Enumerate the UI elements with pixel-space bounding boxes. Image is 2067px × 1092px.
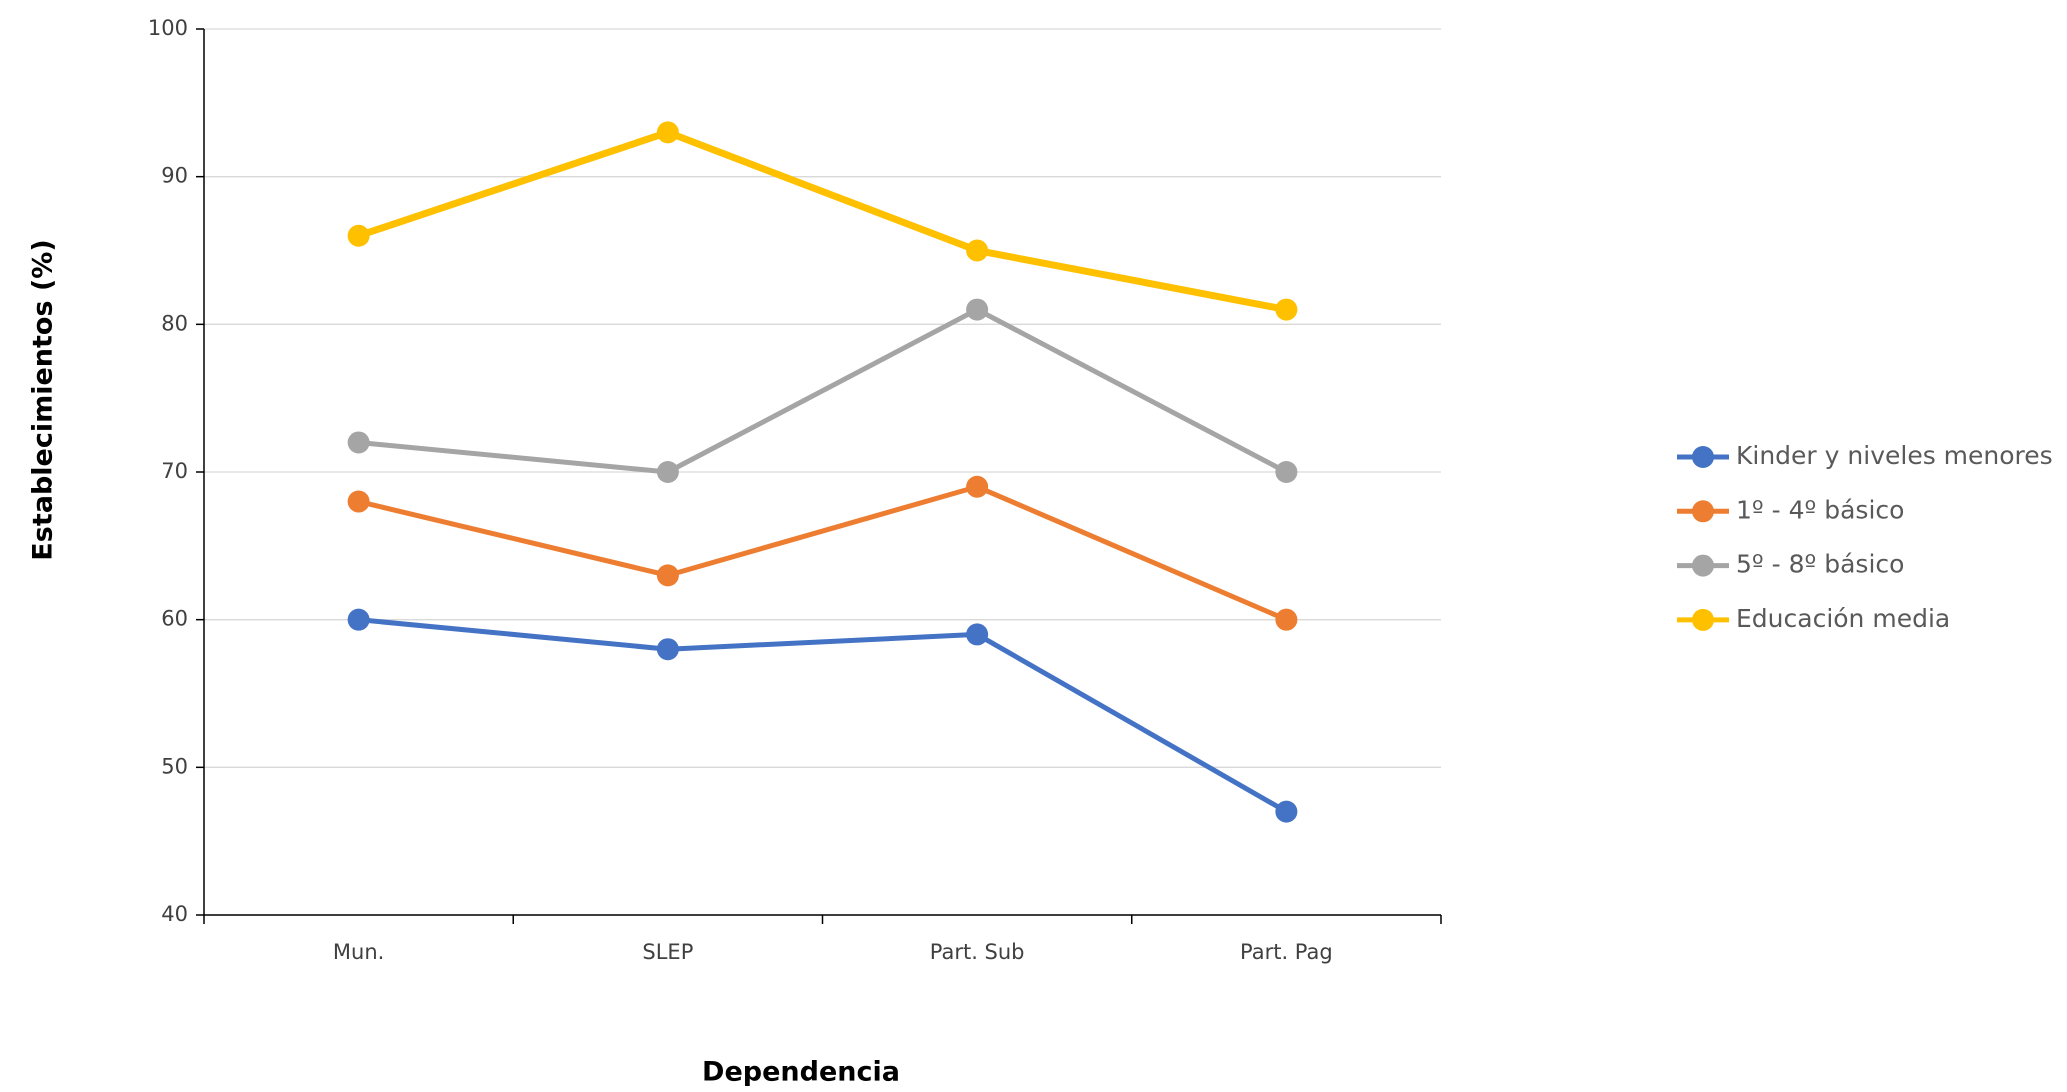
data-point [347, 608, 370, 631]
legend-label: Educación media [1736, 604, 1950, 633]
legend-marker [1692, 554, 1714, 577]
y-axis-title: Establecimientos (%) [28, 239, 59, 560]
y-tick-label: 90 [161, 164, 188, 188]
y-tick-label: 100 [148, 16, 188, 40]
data-point [656, 638, 679, 661]
y-tick-label: 50 [161, 754, 188, 778]
y-tick-label: 60 [161, 607, 188, 631]
y-tick-label: 40 [161, 902, 188, 926]
x-tick-label: Part. Sub [930, 940, 1025, 964]
legend-marker [1692, 608, 1714, 631]
legend-label: 5º - 8º básico [1736, 550, 1904, 579]
x-tick-label: Part. Pag [1240, 940, 1333, 964]
legend-label: Kinder y niveles menores [1736, 441, 2053, 470]
x-tick-label: Mun. [333, 940, 384, 964]
data-point [656, 121, 679, 144]
data-point [347, 490, 370, 513]
x-axis-title: Dependencia [702, 1057, 900, 1088]
series-line [358, 617, 1288, 814]
data-point [1275, 608, 1298, 631]
legend-marker [1692, 500, 1714, 523]
y-tick-label: 70 [161, 459, 188, 483]
series-line [358, 307, 1288, 475]
data-point [966, 623, 989, 646]
data-point [347, 431, 370, 454]
data-point [656, 461, 679, 483]
data-point [1275, 800, 1298, 823]
data-point [347, 224, 370, 247]
data-point [966, 475, 989, 498]
data-point [656, 564, 679, 587]
legend-marker [1692, 446, 1714, 468]
x-tick-label: SLEP [642, 940, 693, 964]
y-tick-label: 80 [161, 311, 188, 335]
data-point [1275, 461, 1298, 483]
data-point [966, 239, 989, 262]
series-line [358, 484, 1288, 622]
data-point [966, 298, 989, 321]
series-line [357, 128, 1288, 314]
data-point [1275, 298, 1298, 321]
legend-label: 1º - 4º básico [1736, 495, 1904, 524]
